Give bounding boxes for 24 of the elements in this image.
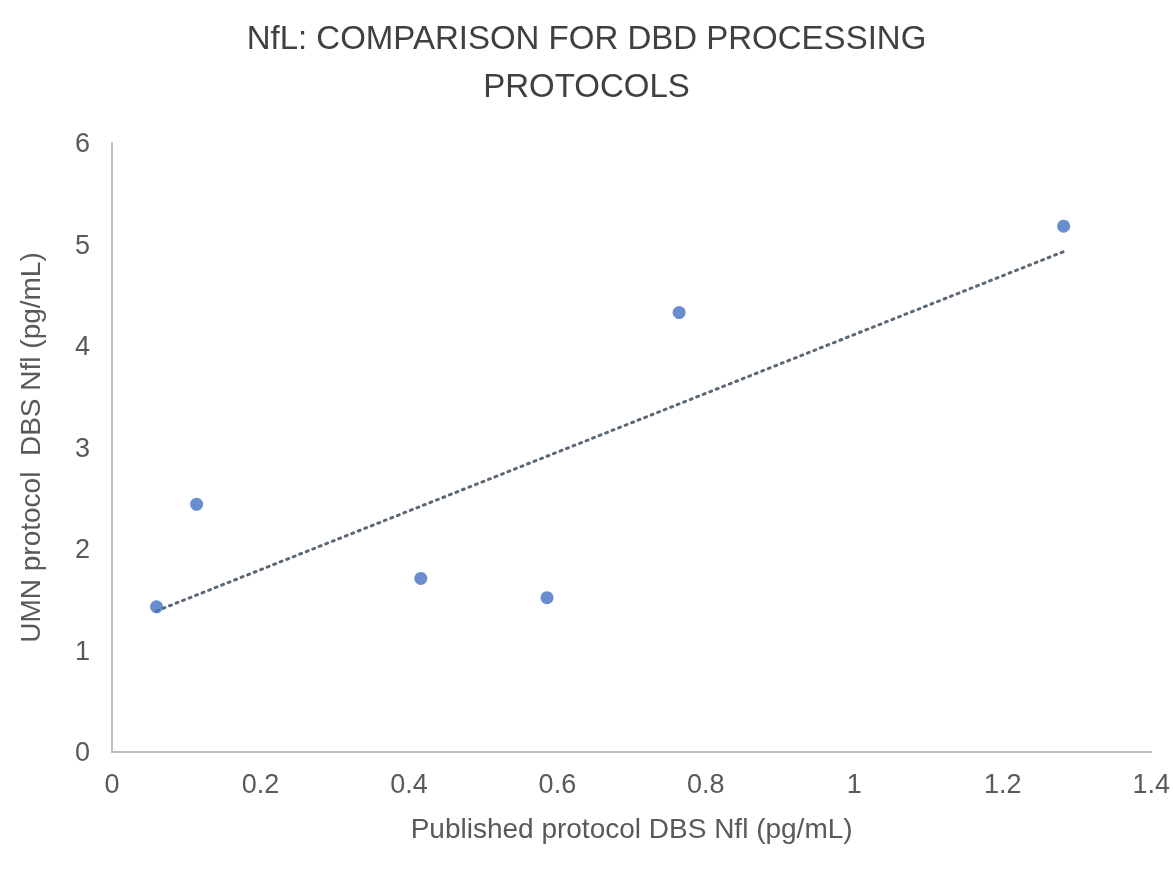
x-axis-title: Published protocol DBS Nfl (pg/mL) [410,812,853,844]
x-tick-label: 1 [846,768,862,799]
point [414,571,428,585]
y-tick-label: 6 [74,128,90,158]
y-tick-label: 4 [74,331,90,361]
x-tick-label: 0 [104,768,120,799]
point [190,497,204,511]
chart-title: NfL: COMPARISON FOR DBD PROCESSING PROTOCOLS [246,18,927,104]
x-tick-label: 0.8 [687,768,725,799]
y-tick-label: 0 [74,737,90,767]
y-tick-label: 1 [74,635,90,666]
point [1057,219,1071,233]
y-axis-title: UMN protocol DBS Nfl (pg/mL) [14,252,46,643]
x-tick-label: 0.6 [538,768,577,799]
x-tick-label: 0.2 [241,768,280,799]
y-tick-label: 3 [74,432,90,463]
x-tick-label: 0.4 [390,768,428,799]
point [672,306,686,319]
point [150,600,164,614]
x-tick-label: 1.2 [984,768,1022,799]
y-tick-label: 5 [74,229,90,260]
x-tick-label: 1.4 [1132,768,1171,799]
point [540,591,554,605]
y-tick-label: 2 [74,534,90,564]
